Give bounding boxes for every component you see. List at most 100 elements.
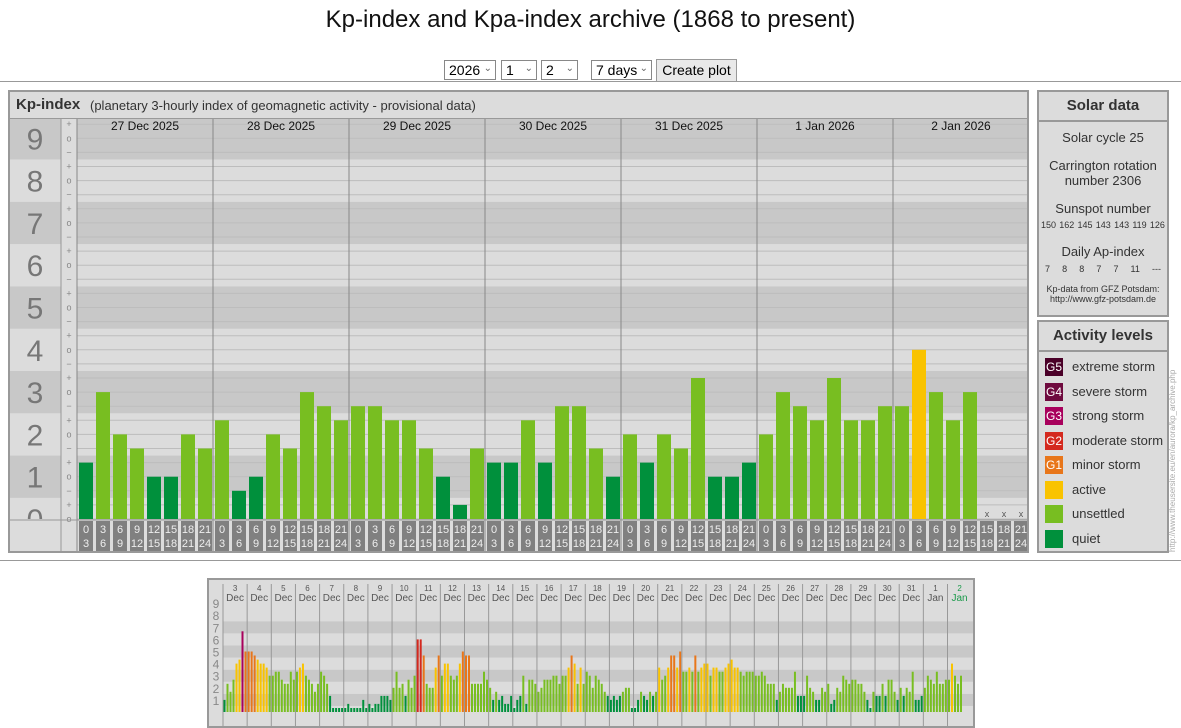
chevron-down-icon: ⌄: [639, 63, 648, 74]
hour-label-start: 12: [828, 524, 840, 536]
hour-label-start: 3: [236, 524, 242, 536]
hour-label-start: 3: [100, 524, 106, 536]
hour-label-box: [164, 521, 178, 551]
mini-kp-bar: [576, 683, 579, 712]
month-select[interactable]: 1 ⌄: [501, 60, 537, 80]
mini-kp-bar: [941, 683, 944, 712]
day-select[interactable]: 2 ⌄: [541, 60, 578, 80]
mini-kp-bar: [951, 663, 953, 712]
y-subtick-label: −: [66, 147, 71, 157]
mini-day-number: 4: [257, 584, 262, 593]
range-select[interactable]: 7 days ⌄: [591, 60, 652, 80]
mini-kp-bar: [271, 675, 274, 712]
mini-day-number: 15: [520, 584, 529, 593]
y-subtick-label: o: [66, 429, 71, 439]
mini-month-label: Dec: [878, 593, 896, 604]
hour-label-start: 18: [318, 524, 330, 536]
mini-kp-bar: [661, 679, 664, 712]
hour-label-end: 21: [454, 538, 466, 550]
mini-kp-bar: [350, 708, 353, 712]
source-link[interactable]: http://www.gfz-potsdam.de: [1049, 294, 1157, 304]
mini-band: [223, 645, 973, 658]
hour-label-end: 12: [811, 538, 823, 550]
ap-label: Daily Ap-index: [1061, 244, 1145, 259]
mini-kp-bar: [742, 675, 745, 712]
mini-kp-bar: [727, 663, 730, 712]
mini-month-label: Dec: [806, 593, 824, 604]
mini-kp-bar: [784, 687, 787, 712]
chevron-down-icon: ⌄: [483, 63, 492, 74]
mini-kp-bar: [377, 703, 380, 712]
mini-kp-bar: [818, 699, 821, 712]
mini-day-number: 9: [378, 584, 383, 593]
kp-bar: [198, 448, 212, 519]
mini-kp-bar: [537, 691, 540, 712]
month-overview-chart: 1234567893Dec4Dec5Dec6Dec7Dec8Dec9Dec10D…: [209, 580, 973, 726]
mini-kp-bar: [483, 671, 485, 712]
mini-kp-bar: [425, 683, 428, 712]
y-subtick-label: −: [66, 190, 71, 200]
mini-kp-bar: [232, 679, 235, 712]
missing-marker: x: [1019, 509, 1024, 519]
hour-label-end: 6: [508, 538, 514, 550]
hour-label-start: 21: [879, 524, 891, 536]
hour-label-box: [249, 521, 263, 551]
kp-bar: [334, 420, 348, 519]
y-subtick-label: −: [66, 317, 71, 327]
mini-kp-bar: [495, 691, 498, 712]
mini-kp-bar: [703, 663, 706, 712]
y-subtick-label: +: [66, 119, 71, 129]
legend-label: quiet: [1072, 530, 1101, 546]
hour-label-start: 12: [420, 524, 432, 536]
mini-kp-bar: [443, 663, 446, 712]
mini-day-number: 22: [689, 584, 698, 593]
hour-label-end: 3: [763, 538, 769, 550]
y-tick-label: 9: [27, 123, 44, 156]
activity-levels-heading: Activity levels: [1039, 322, 1167, 352]
day-label: 29 Dec 2025: [383, 119, 451, 133]
y-subtick-label: o: [66, 260, 71, 270]
hour-label-start: 15: [573, 524, 585, 536]
mini-kp-bar: [422, 655, 425, 712]
y-subtick-label: −: [66, 274, 71, 284]
mini-day-number: 12: [448, 584, 457, 593]
ap-value: 7: [1045, 264, 1051, 274]
hour-label-start: 6: [389, 524, 395, 536]
mini-day-number: 27: [810, 584, 819, 593]
y-subtick-label: o: [66, 303, 71, 313]
mini-kp-bar: [664, 675, 667, 712]
mini-kp-bar: [836, 687, 839, 712]
mini-kp-bar: [806, 675, 809, 712]
mini-kp-bar: [286, 683, 289, 712]
legend-swatch: [1045, 505, 1063, 523]
mini-kp-bar: [845, 679, 848, 712]
hour-label-start: 9: [270, 524, 276, 536]
create-plot-button[interactable]: Create plot: [656, 59, 737, 82]
legend-label: strong storm: [1072, 408, 1145, 423]
day-label: 28 Dec 2025: [247, 119, 315, 133]
mini-kp-bar: [854, 679, 857, 712]
kp-bar: [215, 420, 229, 519]
mini-kp-bar: [842, 675, 845, 712]
mini-day-number: 28: [834, 584, 843, 593]
mini-month-label: Dec: [733, 593, 751, 604]
mini-day-number: 6: [305, 584, 310, 593]
year-select[interactable]: 2026 ⌄: [444, 60, 496, 80]
hour-label-box: [708, 521, 722, 551]
hour-label-box: [742, 521, 756, 551]
kp-bar: [844, 420, 858, 519]
mini-kp-bar: [329, 695, 332, 712]
mini-month-label: Dec: [226, 593, 244, 604]
mini-kp-bar: [468, 655, 470, 712]
mini-kp-bar: [365, 708, 368, 712]
mini-kp-bar: [923, 687, 926, 712]
month-overview-panel: 1 2 3 4 5 6 7 8 9 3 Dec 4 Dec 5 Dec 6 Dec 7 Dec 8 Dec 9 Dec 10 D…: [207, 578, 975, 728]
kp-bar: [861, 420, 875, 519]
legend-label: unsettled: [1072, 506, 1125, 521]
mini-kp-bar: [510, 695, 513, 712]
page-url-vertical: http://www.theusersite.eu/en/aurora/kp_a…: [1168, 369, 1177, 552]
mini-kp-bar: [676, 667, 679, 712]
legend-swatch: G2: [1045, 431, 1063, 450]
y-tick-label: 5: [27, 293, 44, 326]
kp-bar: [946, 420, 960, 519]
